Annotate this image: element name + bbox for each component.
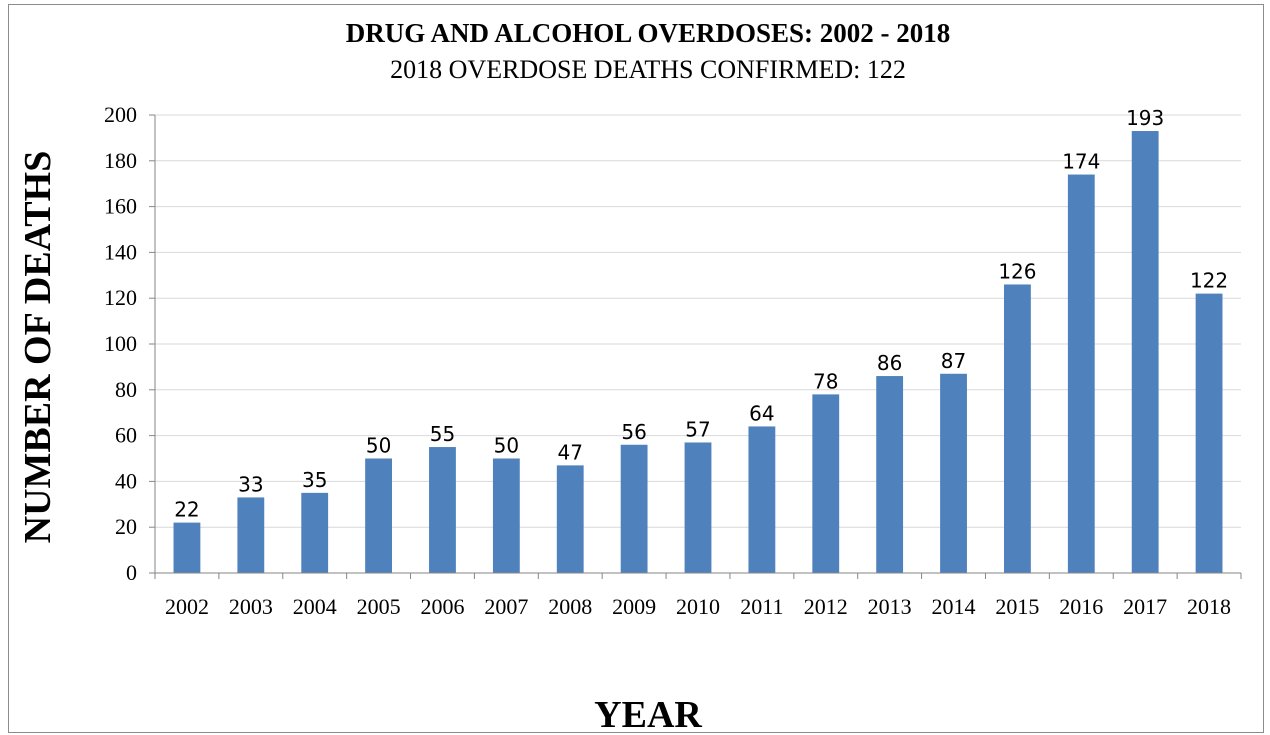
y-tick-label: 80 [115,377,137,402]
chart-subtitle: 2018 OVERDOSE DEATHS CONFIRMED: 122 [390,55,906,84]
bar [429,447,456,573]
data-label: 193 [1126,106,1164,130]
x-tick-label: 2014 [932,594,976,619]
data-label: 122 [1190,269,1228,293]
bar [492,458,520,573]
data-label: 87 [941,349,966,373]
data-label: 35 [302,468,327,492]
x-tick-label: 2013 [868,594,912,619]
y-axis-title: NUMBER OF DEATHS [17,151,59,544]
x-tick-label: 2009 [612,594,656,619]
data-label: 64 [749,401,774,425]
x-tick-label: 2004 [293,594,337,619]
bar [1067,174,1095,574]
data-label: 78 [813,369,838,393]
data-label: 55 [430,422,455,446]
bar [876,376,904,573]
labels: 0 20 40 60 80 100 120 140 160 180 200 22 2002 33 2003 3… [104,102,1231,619]
x-tick-label: 2010 [676,594,720,619]
bar [173,522,201,573]
bar [1131,131,1159,573]
x-tick-label: 2007 [484,594,528,619]
chart-frame [8,4,1264,733]
x-tick-label: 2016 [1059,594,1103,619]
data-label: 57 [685,417,710,441]
data-label: 47 [558,440,583,464]
data-label: 22 [174,498,199,522]
y-tick-label: 20 [115,514,137,539]
data-label: 33 [238,472,263,496]
bar [556,465,584,573]
y-tick-label: 160 [104,194,137,219]
bars [173,131,1223,574]
bar [365,458,393,573]
data-label: 126 [998,259,1036,283]
x-tick-label: 2015 [995,594,1039,619]
y-tick-label: 140 [104,239,137,264]
x-tick-label: 2006 [420,594,464,619]
y-tick-label: 100 [104,331,137,356]
bar [940,373,967,573]
bar [684,442,712,573]
data-label: 86 [877,351,902,375]
gridlines [155,114,1241,528]
bar [301,492,329,573]
data-label: 50 [494,434,519,458]
data-label: 174 [1062,150,1100,174]
y-tick-label: 120 [104,285,137,310]
x-tick-label: 2003 [229,594,273,619]
bar [748,426,776,573]
x-tick-label: 2018 [1187,594,1231,619]
data-label: 50 [366,434,391,458]
y-tick-label: 60 [115,423,137,448]
x-tick-label: 2017 [1123,594,1167,619]
axes [149,114,1242,579]
x-tick-label: 2005 [357,594,401,619]
bar [237,497,265,573]
x-axis-title: YEAR [594,694,702,735]
bar [620,444,648,573]
x-tick-label: 2011 [740,594,783,619]
data-label: 56 [621,420,646,444]
bar [1195,293,1223,573]
x-tick-label: 2008 [548,594,592,619]
bar [1003,284,1031,573]
x-tick-label: 2002 [165,594,209,619]
chart-title: DRUG AND ALCOHOL OVERDOSES: 2002 - 2018 [346,18,951,48]
y-tick-label: 40 [115,468,137,493]
x-tick-label: 2012 [804,594,848,619]
y-tick-label: 180 [104,148,137,173]
y-tick-label: 200 [104,102,137,127]
y-tick-label: 0 [126,560,137,585]
bar [812,394,840,573]
